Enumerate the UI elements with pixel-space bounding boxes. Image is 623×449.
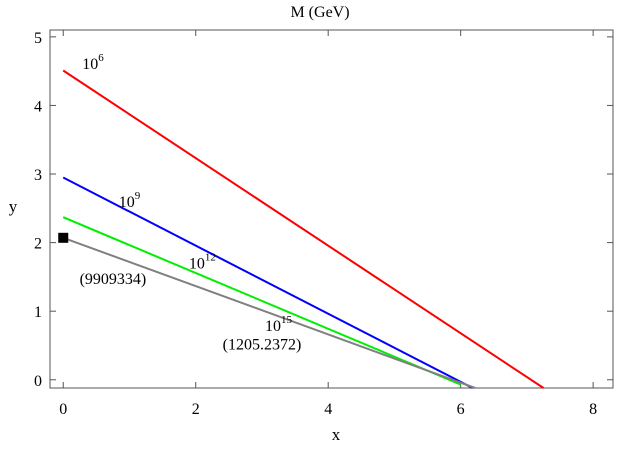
annotations: 106 109 1012 (9909334) 1015 (1205.2372) — [80, 52, 302, 354]
x-axis-label: x — [332, 425, 341, 444]
x-tick-label: 6 — [457, 401, 465, 418]
annotation-label: 106 — [82, 52, 104, 73]
y-ticks: 0 1 2 3 4 5 — [34, 30, 613, 390]
square-marker — [58, 232, 69, 243]
markers — [58, 232, 69, 243]
series-line-4 — [62, 236, 476, 389]
y-tick-label: 3 — [34, 167, 42, 184]
y-tick-label: 1 — [34, 304, 42, 321]
series-line-3 — [62, 216, 462, 386]
x-tick-label: 8 — [589, 401, 597, 418]
y-tick-label: 4 — [34, 98, 42, 115]
y-axis-label: y — [9, 197, 18, 216]
annotation-label: (1205.2372) — [223, 337, 302, 354]
y-tick-label: 0 — [34, 373, 42, 390]
x-tick-label: 2 — [192, 401, 200, 418]
annotation-label: 1012 — [189, 252, 216, 273]
x-tick-label: 4 — [324, 401, 332, 418]
annotation-label: 1015 — [265, 314, 293, 335]
chart-title: M (GeV) — [290, 4, 349, 21]
series-lines — [62, 69, 545, 389]
series-line-2 — [62, 176, 474, 389]
x-ticks: 0 2 4 6 8 — [59, 30, 597, 418]
x-tick-label: 0 — [59, 401, 67, 418]
annotation-label: 109 — [119, 190, 141, 211]
y-tick-label: 5 — [34, 30, 42, 47]
y-tick-label: 2 — [34, 236, 42, 253]
annotation-label: (9909334) — [80, 271, 147, 288]
series-line-1 — [62, 69, 545, 389]
plot-frame — [49, 29, 614, 389]
